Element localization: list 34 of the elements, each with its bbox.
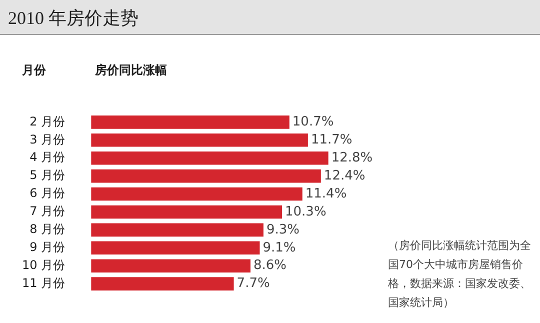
data-label: 12.8% [331, 150, 373, 166]
data-label: 10.3% [285, 204, 326, 220]
y-tick-label: 10 月份 [22, 258, 66, 272]
y-tick-label: 11 月份 [22, 276, 66, 290]
data-label: 12.4% [324, 168, 366, 184]
y-tick-label: 7 月份 [30, 204, 66, 218]
data-label: 9.1% [262, 240, 296, 256]
bar [91, 241, 260, 255]
data-label: 8.6% [253, 258, 287, 274]
y-tick-label: 8 月份 [30, 222, 66, 236]
bar [91, 187, 302, 201]
bar [91, 277, 234, 290]
data-label: 9.3% [266, 222, 300, 238]
y-tick-label: 6 月份 [30, 186, 66, 200]
chart-title: 2010 年房价走势 [8, 7, 138, 30]
bar [91, 169, 321, 183]
y-tick-label: 9 月份 [30, 240, 66, 254]
y-axis-title: 月份 [22, 62, 46, 79]
data-label: 7.7% [236, 276, 270, 292]
y-tick-label: 3 月份 [30, 132, 66, 146]
bar [91, 151, 328, 165]
y-tick-label: 4 月份 [30, 150, 66, 164]
data-label: 10.7% [292, 114, 334, 130]
bar [91, 116, 290, 129]
data-label: 11.4% [305, 186, 347, 202]
x-axis-title: 房价同比涨幅 [95, 62, 167, 79]
bar [91, 133, 308, 147]
text: （房价同比涨幅统计范围为全国70个大中城市房屋销售价格，数据来源：国家发改委、国家统计局） [388, 238, 532, 311]
y-tick-label: 5 月份 [30, 168, 66, 182]
bar [91, 223, 264, 237]
y-tick-label: 2 月份 [30, 114, 66, 128]
bar [91, 259, 250, 273]
bar [91, 205, 282, 219]
data-label: 11.7% [310, 132, 352, 148]
